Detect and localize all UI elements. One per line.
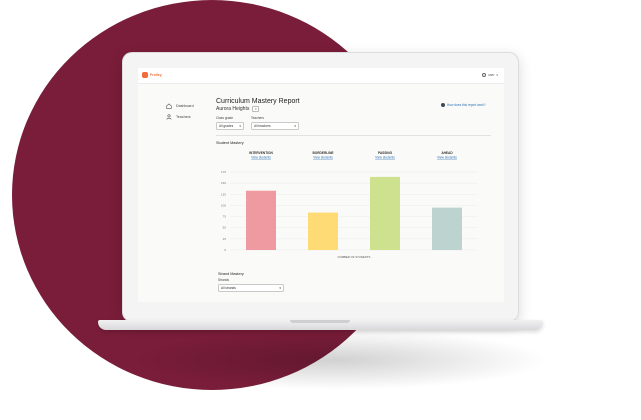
sidebar-item-label: Teachers	[176, 114, 191, 119]
teachers-filter: Teachers All teachers ▾	[251, 116, 299, 130]
bar	[246, 190, 276, 250]
strands-value: All strands	[221, 285, 236, 290]
y-tick-label: 75	[223, 215, 227, 219]
view-students-link[interactable]: View students	[375, 156, 395, 160]
home-icon	[166, 103, 172, 109]
laptop-shadow	[120, 330, 550, 390]
sidebar-item-dashboard[interactable]: Dashboard	[166, 100, 226, 111]
teachers-value: All teachers	[254, 123, 271, 128]
page-title: Curriculum Mastery Report	[216, 98, 300, 105]
strands-label: Strands	[218, 278, 229, 282]
student-mastery-chart: 0 25 50 75 100 125 150 175 INTERVENTION View stud…	[216, 148, 486, 264]
school-row: Aurora Heights ▾	[216, 106, 491, 112]
category-label: AHEAD	[441, 151, 453, 155]
section-divider	[216, 134, 491, 136]
category-label: INTERVENTION	[249, 151, 273, 155]
class-grade-value: All grades	[219, 123, 234, 128]
bar	[370, 176, 400, 250]
main-content: Curriculum Mastery Report Aurora Heights…	[216, 98, 491, 145]
y-tick-label: 125	[221, 192, 226, 196]
school-name: Aurora Heights	[216, 106, 250, 112]
help-link-text: How does this report work?	[447, 103, 486, 107]
y-tick-label: 0	[224, 248, 226, 252]
student-mastery-title: Student Mastery	[216, 141, 244, 146]
logo-icon	[142, 72, 148, 78]
logo-text: Frolley	[150, 73, 162, 77]
school-dropdown-button[interactable]: ▾	[252, 106, 260, 112]
y-tick-label: 25	[223, 237, 227, 241]
help-icon	[441, 103, 445, 107]
top-bar: Frolley user ▾	[138, 68, 504, 84]
user-name: user	[488, 73, 495, 77]
chevron-down-icon: ▾	[279, 285, 281, 290]
teachers-select[interactable]: All teachers ▾	[251, 121, 299, 130]
laptop-notch	[290, 320, 350, 323]
class-grade-filter: Class grade All grades ▾	[216, 116, 244, 130]
view-students-link[interactable]: View students	[437, 156, 457, 160]
sidebar: Dashboard Teachers	[166, 100, 226, 122]
sidebar-item-teachers[interactable]: Teachers	[166, 111, 226, 122]
view-students-link[interactable]: View students	[313, 156, 333, 160]
bar	[432, 207, 462, 250]
strands-select[interactable]: All strands ▾	[218, 283, 284, 292]
user-menu[interactable]: user ▾	[482, 73, 498, 77]
person-icon	[166, 113, 172, 120]
y-tick-label: 100	[221, 203, 226, 207]
y-tick-label: 50	[223, 226, 227, 230]
bar	[308, 212, 338, 250]
laptop-base	[98, 320, 543, 330]
chevron-down-icon: ▾	[496, 73, 498, 77]
strand-mastery-title: Strand Mastery	[218, 272, 244, 276]
help-link[interactable]: How does this report work?	[441, 103, 486, 107]
app-screen: Frolley user ▾ Dashboard Teachers Curric…	[138, 68, 504, 302]
app-logo[interactable]: Frolley	[142, 72, 162, 78]
filters: Class grade All grades ▾ Teachers All te…	[216, 116, 491, 130]
view-students-link[interactable]: View students	[251, 156, 271, 160]
user-icon	[482, 73, 487, 77]
y-tick-label: 150	[221, 181, 226, 185]
category-label: BORDERLINE	[312, 151, 333, 155]
chevron-down-icon: ▾	[294, 123, 296, 128]
x-axis-label: NUMBER OF STUDENTS	[338, 255, 371, 259]
strand-mastery-section: Strand Mastery Strands All strands ▾	[218, 272, 284, 292]
class-grade-select[interactable]: All grades ▾	[216, 121, 244, 130]
chevron-down-icon: ▾	[239, 123, 241, 128]
y-tick-label: 175	[221, 170, 226, 174]
category-label: PASSING	[378, 151, 393, 155]
sidebar-item-label: Dashboard	[176, 103, 194, 108]
class-grade-label: Class grade	[216, 116, 234, 120]
teachers-label: Teachers	[251, 116, 264, 120]
